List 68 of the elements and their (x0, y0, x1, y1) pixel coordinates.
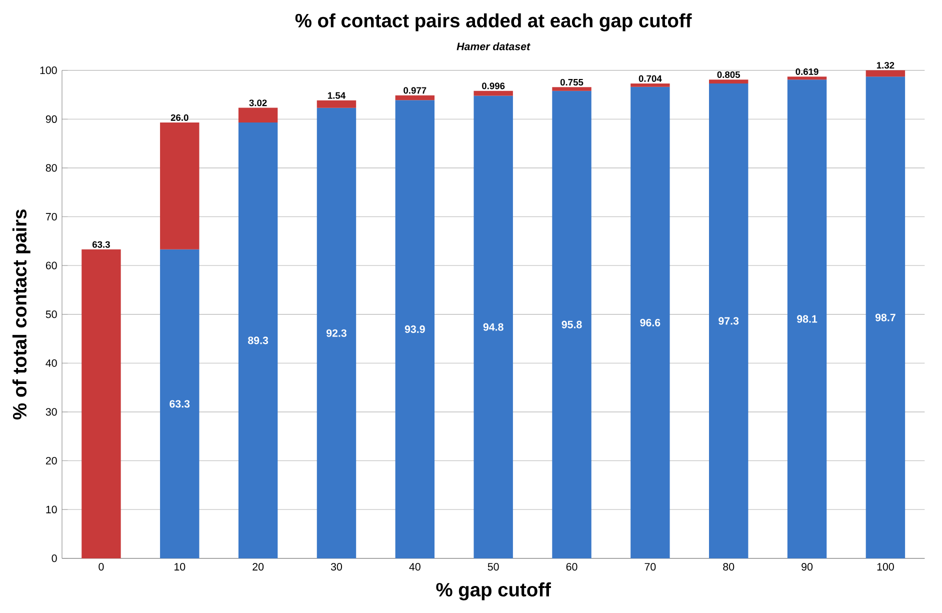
data-label: 0.619 (796, 68, 818, 75)
bar (395, 100, 435, 558)
data-label: 3.02 (249, 100, 267, 106)
data-label: 1.32 (876, 62, 894, 69)
data-label: 26.0 (170, 114, 188, 121)
y-tick-label: 80 (46, 164, 57, 172)
data-label: 89.3 (248, 336, 268, 344)
x-tick-label: 40 (409, 563, 420, 571)
data-label: 98.7 (875, 314, 896, 322)
x-tick-label: 0 (98, 563, 104, 571)
data-label: 0.977 (404, 87, 426, 94)
data-label: 0.704 (638, 75, 662, 82)
data-label: 93.9 (404, 325, 425, 333)
bar (709, 80, 748, 84)
data-label: 97.3 (718, 317, 739, 325)
y-tick-label: 10 (46, 506, 57, 514)
data-label: 95.8 (562, 320, 582, 328)
bar (552, 90, 592, 558)
x-tick-label: 10 (174, 563, 186, 571)
chart-title: % of contact pairs added at each gap cutoff (295, 13, 692, 32)
bar (787, 80, 827, 558)
y-tick-label: 20 (46, 456, 57, 464)
y-axis-title: % of total contact pairs (12, 210, 30, 420)
bar (866, 70, 906, 77)
bar (82, 249, 121, 558)
bar (866, 76, 906, 558)
bar (238, 122, 278, 558)
bar (160, 122, 200, 250)
bar (787, 76, 827, 80)
y-tick-label: 30 (46, 408, 57, 416)
data-label: 92.3 (326, 329, 346, 337)
x-tick-label: 30 (330, 563, 342, 571)
y-tick-label: 40 (46, 359, 57, 367)
x-tick-label: 50 (488, 563, 499, 571)
data-label: 1.54 (328, 92, 346, 99)
bar (316, 100, 356, 108)
bar (630, 86, 670, 558)
data-label: 0.755 (560, 78, 584, 86)
bar (316, 108, 356, 558)
y-tick-label: 70 (46, 212, 57, 220)
x-tick-label: 100 (877, 563, 894, 571)
data-label: 96.6 (640, 318, 660, 326)
bar (395, 95, 435, 100)
x-tick-label: 70 (644, 563, 656, 571)
bar (474, 96, 513, 558)
y-tick-label: 100 (40, 66, 57, 74)
x-tick-label: 20 (252, 563, 264, 571)
y-tick-label: 90 (46, 115, 57, 123)
data-label: 0.805 (717, 71, 740, 78)
y-tick-label: 0 (52, 554, 57, 562)
data-label: 94.8 (483, 323, 504, 331)
bar (630, 83, 670, 87)
y-tick-label: 50 (46, 310, 57, 318)
bar (474, 90, 513, 96)
x-tick-label: 80 (723, 563, 734, 571)
bar (160, 249, 200, 558)
x-axis-title: % gap cutoff (436, 582, 551, 600)
x-tick-label: 90 (802, 563, 813, 571)
bar (552, 87, 592, 91)
x-tick-label: 60 (566, 563, 578, 571)
bar (709, 84, 748, 558)
bar (238, 108, 278, 123)
data-label: 63.3 (170, 400, 190, 408)
data-label: 98.1 (797, 315, 818, 323)
data-label: 0.996 (482, 82, 505, 90)
y-tick-label: 60 (46, 262, 57, 270)
data-label: 63.3 (92, 241, 110, 248)
chart-subtitle: Hamer dataset (456, 42, 530, 50)
